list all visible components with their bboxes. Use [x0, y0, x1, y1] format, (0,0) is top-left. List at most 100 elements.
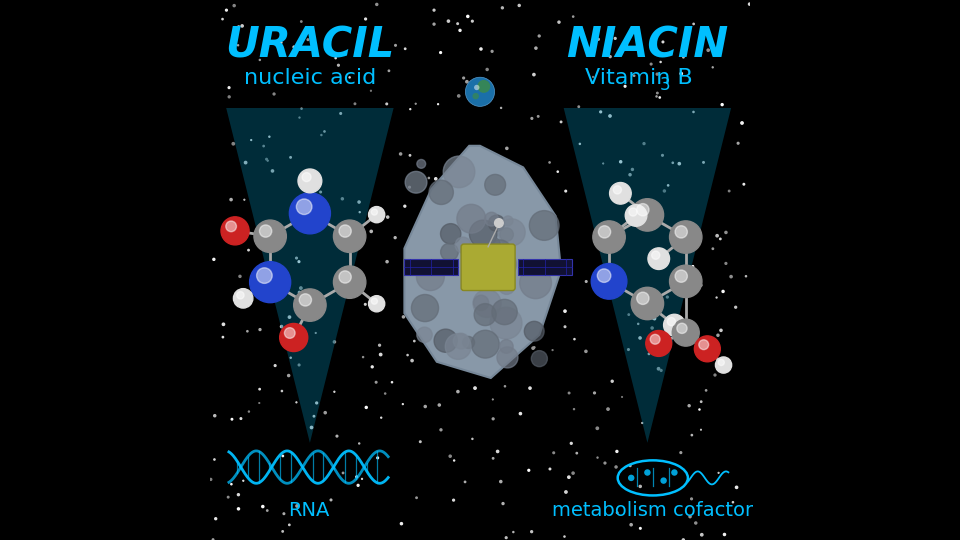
- Point: [228, 32, 243, 41]
- Circle shape: [372, 209, 377, 215]
- Point: [498, 534, 514, 540]
- Point: [206, 455, 222, 464]
- Point: [377, 389, 393, 398]
- Point: [206, 255, 222, 264]
- Circle shape: [298, 169, 322, 193]
- Circle shape: [369, 296, 385, 312]
- Circle shape: [531, 350, 547, 367]
- Circle shape: [591, 264, 627, 299]
- Point: [623, 521, 638, 529]
- Point: [600, 405, 615, 414]
- Point: [397, 44, 413, 53]
- Circle shape: [300, 294, 311, 306]
- Point: [688, 519, 704, 528]
- Circle shape: [429, 180, 453, 205]
- Point: [397, 268, 413, 277]
- Point: [241, 246, 256, 254]
- Point: [651, 364, 666, 373]
- Point: [562, 389, 577, 397]
- Point: [673, 448, 688, 457]
- Point: [355, 353, 371, 361]
- Point: [369, 378, 384, 387]
- Point: [493, 104, 509, 112]
- Point: [649, 92, 664, 101]
- Point: [492, 221, 507, 230]
- Point: [477, 351, 492, 360]
- Point: [490, 447, 505, 456]
- Point: [685, 262, 701, 271]
- Circle shape: [675, 226, 687, 238]
- Point: [736, 180, 752, 188]
- Circle shape: [369, 206, 385, 222]
- Point: [734, 119, 750, 127]
- Point: [286, 43, 301, 51]
- Point: [276, 509, 292, 518]
- Point: [292, 113, 307, 122]
- Point: [350, 481, 366, 490]
- Point: [524, 528, 540, 536]
- Point: [621, 310, 636, 319]
- Point: [208, 515, 224, 523]
- Point: [426, 20, 442, 29]
- Point: [485, 47, 500, 56]
- Point: [670, 220, 685, 229]
- Point: [465, 435, 480, 443]
- Circle shape: [650, 334, 660, 344]
- Point: [324, 496, 339, 504]
- Circle shape: [250, 261, 291, 302]
- Circle shape: [444, 156, 475, 188]
- Point: [413, 437, 428, 446]
- Point: [407, 337, 422, 346]
- Point: [710, 331, 726, 340]
- Point: [638, 210, 654, 218]
- Circle shape: [279, 323, 308, 352]
- Point: [655, 151, 670, 160]
- Point: [292, 288, 307, 296]
- Point: [309, 399, 324, 407]
- Circle shape: [500, 228, 514, 241]
- Point: [409, 494, 424, 502]
- Point: [328, 54, 344, 63]
- Point: [562, 473, 577, 482]
- Point: [408, 99, 423, 108]
- Circle shape: [417, 327, 432, 342]
- Point: [445, 496, 461, 504]
- Point: [430, 100, 445, 109]
- Circle shape: [339, 225, 351, 237]
- Point: [326, 387, 342, 396]
- Point: [222, 92, 237, 101]
- Point: [225, 415, 240, 423]
- Circle shape: [629, 208, 637, 216]
- Point: [342, 73, 357, 82]
- Point: [228, 230, 244, 239]
- Point: [558, 187, 573, 195]
- Point: [235, 476, 251, 485]
- Point: [644, 323, 660, 332]
- Point: [590, 35, 606, 44]
- Point: [717, 530, 732, 539]
- Point: [433, 426, 448, 434]
- Point: [443, 452, 458, 461]
- Circle shape: [625, 205, 647, 226]
- Point: [294, 104, 309, 113]
- Point: [266, 90, 281, 98]
- Point: [252, 385, 267, 394]
- Point: [306, 412, 322, 421]
- Circle shape: [663, 314, 685, 336]
- Circle shape: [333, 266, 366, 298]
- Point: [260, 156, 276, 165]
- Point: [499, 144, 515, 153]
- Point: [742, 0, 757, 9]
- Point: [693, 397, 708, 406]
- Text: NIACIN: NIACIN: [566, 25, 729, 67]
- Point: [653, 58, 668, 66]
- Point: [351, 439, 367, 448]
- Point: [402, 183, 418, 192]
- Point: [521, 466, 537, 475]
- Circle shape: [524, 321, 544, 341]
- Circle shape: [254, 220, 286, 252]
- Text: nucleic acid: nucleic acid: [244, 68, 376, 89]
- Circle shape: [636, 204, 649, 216]
- Circle shape: [644, 469, 651, 476]
- Point: [304, 423, 320, 432]
